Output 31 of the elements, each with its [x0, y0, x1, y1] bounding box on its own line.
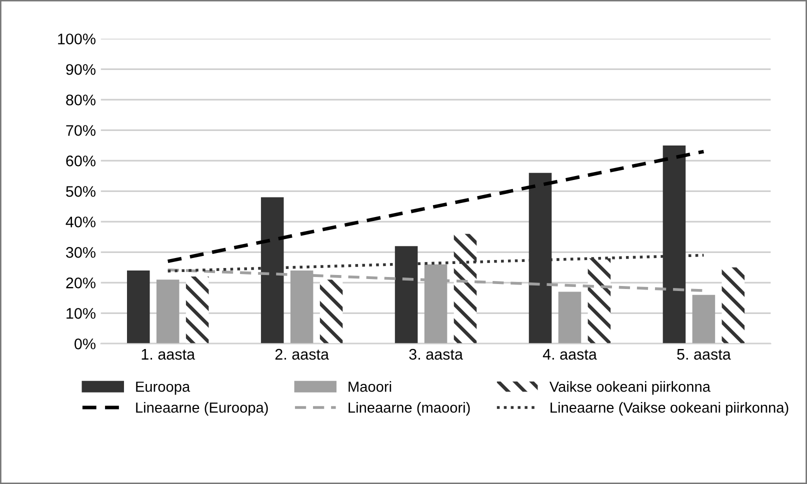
y-tick-label: 10%: [66, 308, 96, 319]
legend-label: Euroopa: [136, 382, 190, 395]
bar: [186, 276, 209, 344]
bar: [127, 270, 150, 344]
legend-label: Lineaarne (Vaikse ookeani piirkonna): [550, 402, 788, 416]
bar: [454, 234, 477, 344]
bar: [320, 280, 343, 344]
x-tick-label: 1. aasta: [142, 349, 196, 360]
x-tick-label: 3. aasta: [409, 348, 463, 360]
legend-label: Lineaarne (maoori): [348, 402, 470, 416]
y-tick-label: 30%: [66, 247, 96, 258]
y-tick-label: 70%: [66, 125, 96, 136]
y-tick-label: 90%: [66, 64, 96, 75]
bar: [692, 294, 716, 344]
y-tick-label: 80%: [66, 94, 96, 106]
y-tick-label: 20%: [66, 278, 96, 288]
x-tick-label: 4. aasta: [542, 349, 597, 360]
y-tick-label: 50%: [66, 186, 96, 197]
legend-label: Maoori: [348, 381, 392, 392]
x-tick-label: 5. aasta: [677, 349, 731, 360]
bar: [156, 280, 180, 344]
y-tick-label: 0%: [74, 338, 96, 350]
legend-label: Lineaarne (Euroopa): [136, 402, 268, 416]
bar: [558, 292, 582, 344]
bar: [588, 258, 611, 344]
bar: [722, 267, 745, 344]
legend-label: Vaikse ookeani piirkonna: [549, 381, 710, 395]
y-tick-label: 60%: [66, 156, 96, 166]
y-tick-label: 40%: [66, 216, 96, 228]
y-tick-label: 100%: [58, 34, 96, 44]
x-tick-label: 2. aasta: [275, 348, 329, 360]
